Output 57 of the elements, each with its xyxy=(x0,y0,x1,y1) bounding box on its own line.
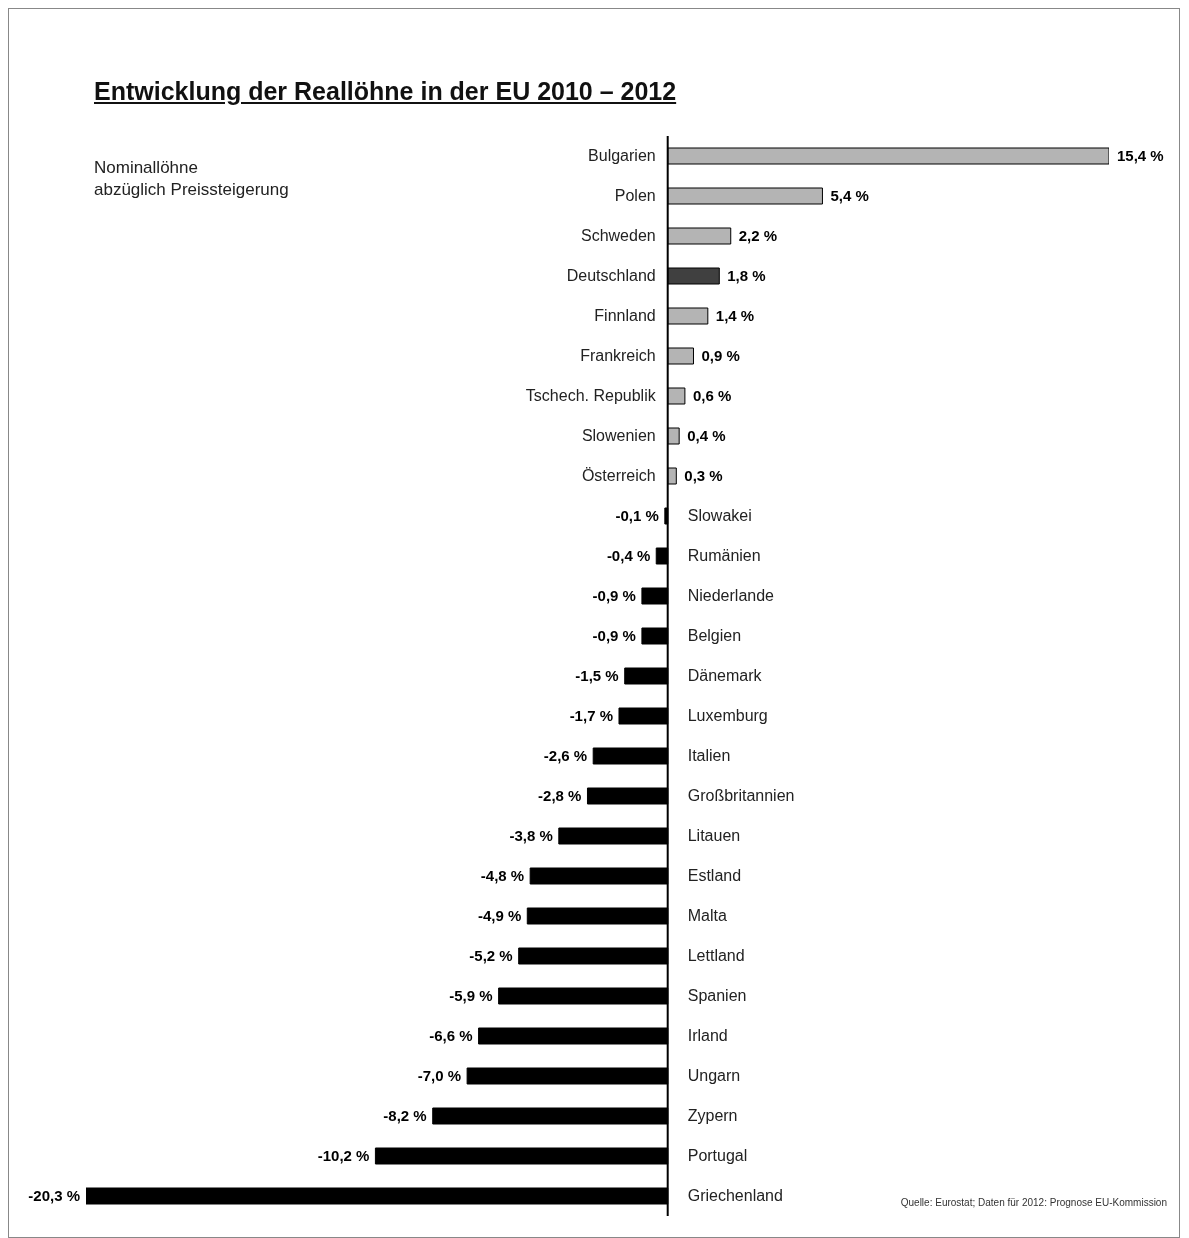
data-label: 15,4 % xyxy=(1117,147,1164,164)
data-label: 0,4 % xyxy=(687,427,726,444)
data-label: -7,0 % xyxy=(417,1067,462,1084)
y-tick-label: Lettland xyxy=(687,947,745,964)
y-tick-label: Österreich xyxy=(581,467,656,484)
data-label: 0,9 % xyxy=(701,347,740,364)
data-label: 0,6 % xyxy=(692,387,732,404)
y-tick-label: Slowakei xyxy=(687,507,752,524)
y-tick-label: Zypern xyxy=(687,1107,738,1124)
data-label: -8,2 % xyxy=(383,1107,427,1124)
data-label: 1,8 % xyxy=(727,267,766,284)
data-label: 1,4 % xyxy=(715,307,755,324)
y-tick-label: Irland xyxy=(687,1027,728,1044)
y-tick-label: Litauen xyxy=(687,827,741,844)
y-tick-label: Griechenland xyxy=(687,1187,783,1204)
data-label: -2,6 % xyxy=(543,747,588,764)
data-label: -2,8 % xyxy=(538,787,582,804)
y-tick-label: Deutschland xyxy=(566,267,656,284)
y-tick-label: Slowenien xyxy=(581,427,656,444)
y-tick-label: Großbritannien xyxy=(687,787,795,804)
data-label: -4,8 % xyxy=(480,867,525,884)
data-label: -3,8 % xyxy=(509,827,553,844)
data-label: -1,7 % xyxy=(569,707,613,724)
data-label: -0,1 % xyxy=(615,507,659,524)
y-tick-label: Niederlande xyxy=(687,587,775,604)
data-label: -10,2 % xyxy=(317,1147,370,1164)
y-tick-label: Portugal xyxy=(687,1147,748,1164)
y-tick-label: Rumänien xyxy=(687,547,761,564)
y-tick-label: Spanien xyxy=(687,987,747,1004)
y-tick-label: Finnland xyxy=(594,307,656,324)
y-tick-label: Ungarn xyxy=(687,1067,741,1084)
y-tick-label: Italien xyxy=(687,747,731,764)
y-tick-label: Tschech. Republik xyxy=(525,387,657,404)
data-label: -1,5 % xyxy=(575,667,619,684)
chart-title: Entwicklung der Reallöhne in der EU 2010 – 2012 xyxy=(94,77,677,106)
y-tick-label: Polen xyxy=(614,187,656,204)
data-label: -5,9 % xyxy=(449,987,493,1004)
y-tick-label: Luxemburg xyxy=(687,707,768,724)
y-tick-label: Schweden xyxy=(580,227,656,244)
data-label: -0,4 % xyxy=(606,547,651,564)
data-label: 5,4 % xyxy=(830,187,869,204)
text: Nominallöhne abzüglich Preissteigerung xyxy=(94,157,289,201)
y-tick-label: Estland xyxy=(687,867,742,884)
y-tick-label: Dänemark xyxy=(687,667,763,684)
y-tick-label: Malta xyxy=(687,907,727,924)
data-label: -20,3 % xyxy=(28,1187,80,1204)
data-label: -0,9 % xyxy=(592,627,636,644)
data-label: 0,3 % xyxy=(684,467,723,484)
data-label: -5,2 % xyxy=(469,947,513,964)
data-label: 2,2 % xyxy=(738,227,778,244)
data-label: -0,9 % xyxy=(592,587,636,604)
data-label: -6,6 % xyxy=(429,1027,473,1044)
y-tick-label: Belgien xyxy=(687,627,742,644)
data-label: -4,9 % xyxy=(477,907,522,924)
y-tick-label: Frankreich xyxy=(580,347,656,364)
annotation: Quelle: Eurostat; Daten für 2012: Prognose EU-Kommission xyxy=(900,1197,1167,1208)
y-tick-label: Bulgarien xyxy=(588,147,656,164)
